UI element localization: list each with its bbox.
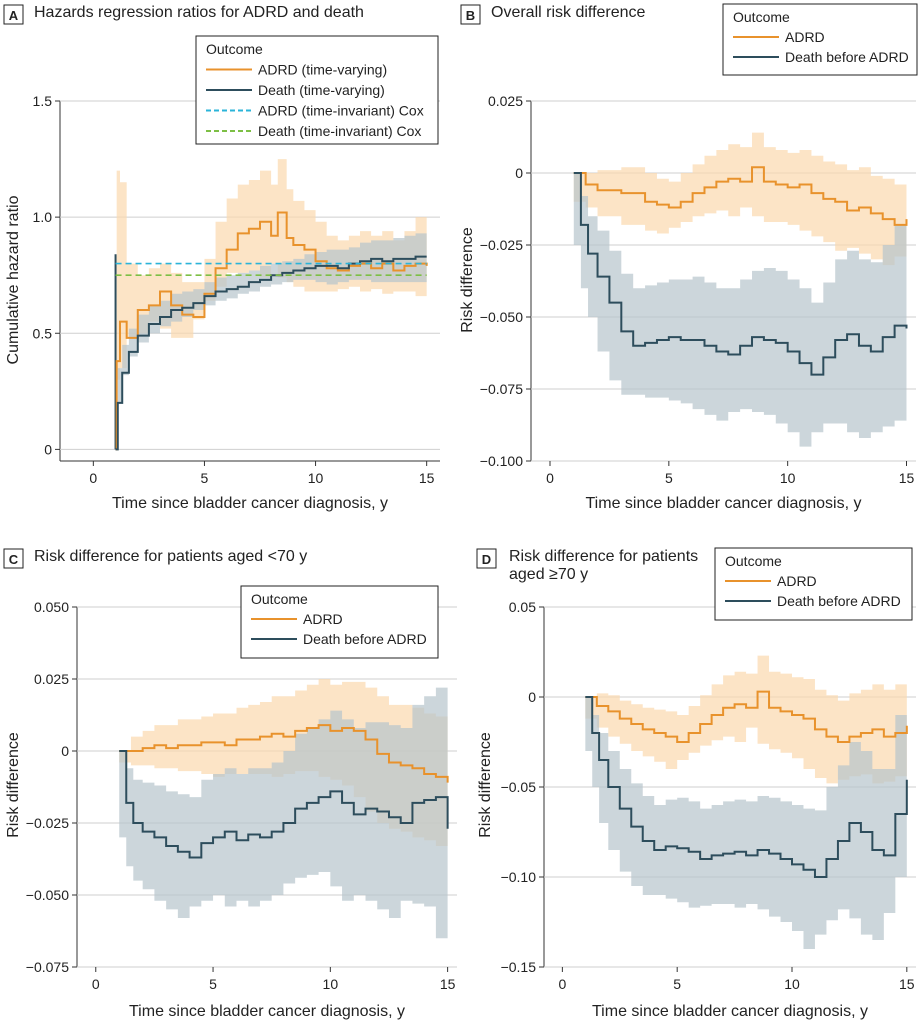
y-tick-label: −0.025	[480, 237, 523, 253]
legend-box	[714, 547, 913, 621]
y-tick-label: −0.050	[26, 887, 69, 903]
x-tick-label: 15	[419, 470, 435, 486]
y-tick-label: 0.025	[34, 671, 69, 687]
panel-letter-box	[476, 548, 497, 569]
legend-item-label: ADRD	[785, 29, 825, 45]
x-tick-label: 15	[899, 976, 915, 992]
series-line-adrd	[119, 724, 449, 783]
panel-letter: A	[9, 8, 19, 23]
series-line-death	[115, 255, 427, 451]
legend: Outcome ADRD Death before ADRD	[722, 3, 918, 76]
x-tick-label: 5	[201, 470, 209, 486]
y-tick-label: 0	[528, 689, 536, 705]
series-line-adrd	[585, 690, 908, 743]
panel-title: aged ≥70 y	[509, 566, 588, 583]
series-line-adrd	[573, 166, 908, 226]
y-tick-label: −0.15	[501, 959, 537, 975]
panel-letter: D	[482, 552, 491, 567]
panel-letter-box	[3, 548, 24, 569]
y-tick-label: −0.05	[501, 779, 537, 795]
y-tick-label: −0.10	[501, 869, 537, 885]
y-tick-label: −0.075	[26, 959, 69, 975]
y-axis-label: Cumulative hazard ratio	[5, 195, 22, 364]
x-tick-label: 0	[89, 470, 97, 486]
legend-item-label: Death before ADRD	[785, 49, 909, 65]
series-line-death	[119, 750, 449, 859]
x-tick-label: 15	[440, 976, 456, 992]
x-tick-label: 10	[780, 470, 796, 486]
ci-band-adrd	[573, 132, 907, 266]
y-tick-label: 0.5	[33, 325, 53, 341]
y-tick-label: 1.5	[33, 93, 53, 109]
legend: Outcome ADRD (time-varying) Death (time-va…	[195, 35, 439, 145]
legend-title: Outcome	[725, 553, 782, 569]
ci-band-death	[573, 173, 907, 447]
legend: Outcome ADRD Death before ADRD	[240, 585, 439, 659]
series-line-death	[573, 172, 908, 376]
panel-a: 0 0.5 1.0 1.5 0 5 10 15 Time since bladder cance…	[3, 4, 440, 512]
y-tick-label: 1.0	[33, 209, 53, 225]
y-tick-label: −0.025	[26, 815, 69, 831]
x-tick-label: 0	[558, 976, 566, 992]
legend-item-label: ADRD	[303, 611, 343, 627]
x-tick-label: 10	[308, 470, 324, 486]
series-line-death	[585, 696, 908, 878]
x-tick-label: 5	[209, 976, 217, 992]
panel-title: Risk difference for patients aged <70 y	[34, 548, 307, 565]
x-axis-label: Time since bladder cancer diagnosis, y	[586, 495, 862, 512]
panel-title: Risk difference for patients	[509, 548, 698, 565]
panel-b: 0.025 0 −0.025 −0.050 −0.075 −0.100 0 5 10 15 Time…	[459, 3, 918, 512]
legend-title: Outcome	[206, 41, 263, 57]
legend-box	[240, 585, 439, 659]
legend: Outcome ADRD Death before ADRD	[714, 547, 913, 621]
panel-title: Hazards regression ratios for ADRD and d…	[34, 4, 364, 21]
legend-item-label: Death before ADRD	[303, 631, 427, 647]
ci-band-death	[585, 679, 907, 949]
x-tick-label: 10	[323, 976, 339, 992]
y-tick-label: 0.050	[34, 599, 69, 615]
legend-item-label: Death (time-varying)	[258, 82, 385, 98]
y-axis-label: Risk difference	[5, 732, 22, 838]
legend-item-label: Death (time-invariant) Cox	[258, 123, 421, 139]
x-tick-label: 5	[665, 470, 673, 486]
panel-letter: C	[9, 552, 19, 567]
y-tick-label: 0	[61, 743, 69, 759]
x-tick-label: 15	[899, 470, 915, 486]
x-tick-label: 0	[92, 976, 100, 992]
series-line-adrd	[115, 211, 428, 451]
panel-c: 0.050 0.025 0 −0.025 −0.050 −0.075 0 5 10 15 Time …	[3, 548, 457, 1020]
legend-item-label: ADRD	[777, 573, 817, 589]
y-tick-label: −0.050	[480, 309, 523, 325]
legend-item-label: Death before ADRD	[777, 593, 901, 609]
x-axis-label: Time since bladder cancer diagnosis, y	[129, 1003, 405, 1020]
legend-item-label: ADRD (time-varying)	[258, 62, 387, 78]
legend-title: Outcome	[733, 9, 790, 25]
ci-band-adrd	[585, 655, 907, 784]
y-tick-label: 0	[44, 441, 52, 457]
y-tick-label: 0.05	[509, 599, 536, 615]
ci-band-death	[119, 687, 448, 939]
panel-letter-box	[3, 4, 24, 25]
legend-box	[722, 3, 918, 76]
x-tick-label: 0	[546, 470, 554, 486]
legend-title: Outcome	[251, 591, 308, 607]
y-tick-label: 0.025	[488, 93, 523, 109]
y-tick-label: 0	[515, 165, 523, 181]
y-axis-label: Risk difference	[459, 227, 476, 333]
x-tick-label: 5	[673, 976, 681, 992]
x-axis-label: Time since bladder cancer diagnosis, y	[112, 495, 388, 512]
y-axis-label: Risk difference	[477, 732, 494, 838]
x-axis-label: Time since bladder cancer diagnosis, y	[592, 1003, 868, 1020]
panel-letter: B	[466, 8, 475, 23]
x-tick-label: 10	[784, 976, 800, 992]
panel-title: Overall risk difference	[491, 4, 646, 21]
y-tick-label: −0.075	[480, 381, 523, 397]
legend-item-label: ADRD (time-invariant) Cox	[258, 103, 424, 119]
y-tick-label: −0.100	[480, 453, 523, 469]
panel-d: 0.05 0 −0.05 −0.10 −0.15 0 5 10 15 Time since bla…	[476, 547, 916, 1020]
panel-letter-box	[460, 4, 481, 25]
